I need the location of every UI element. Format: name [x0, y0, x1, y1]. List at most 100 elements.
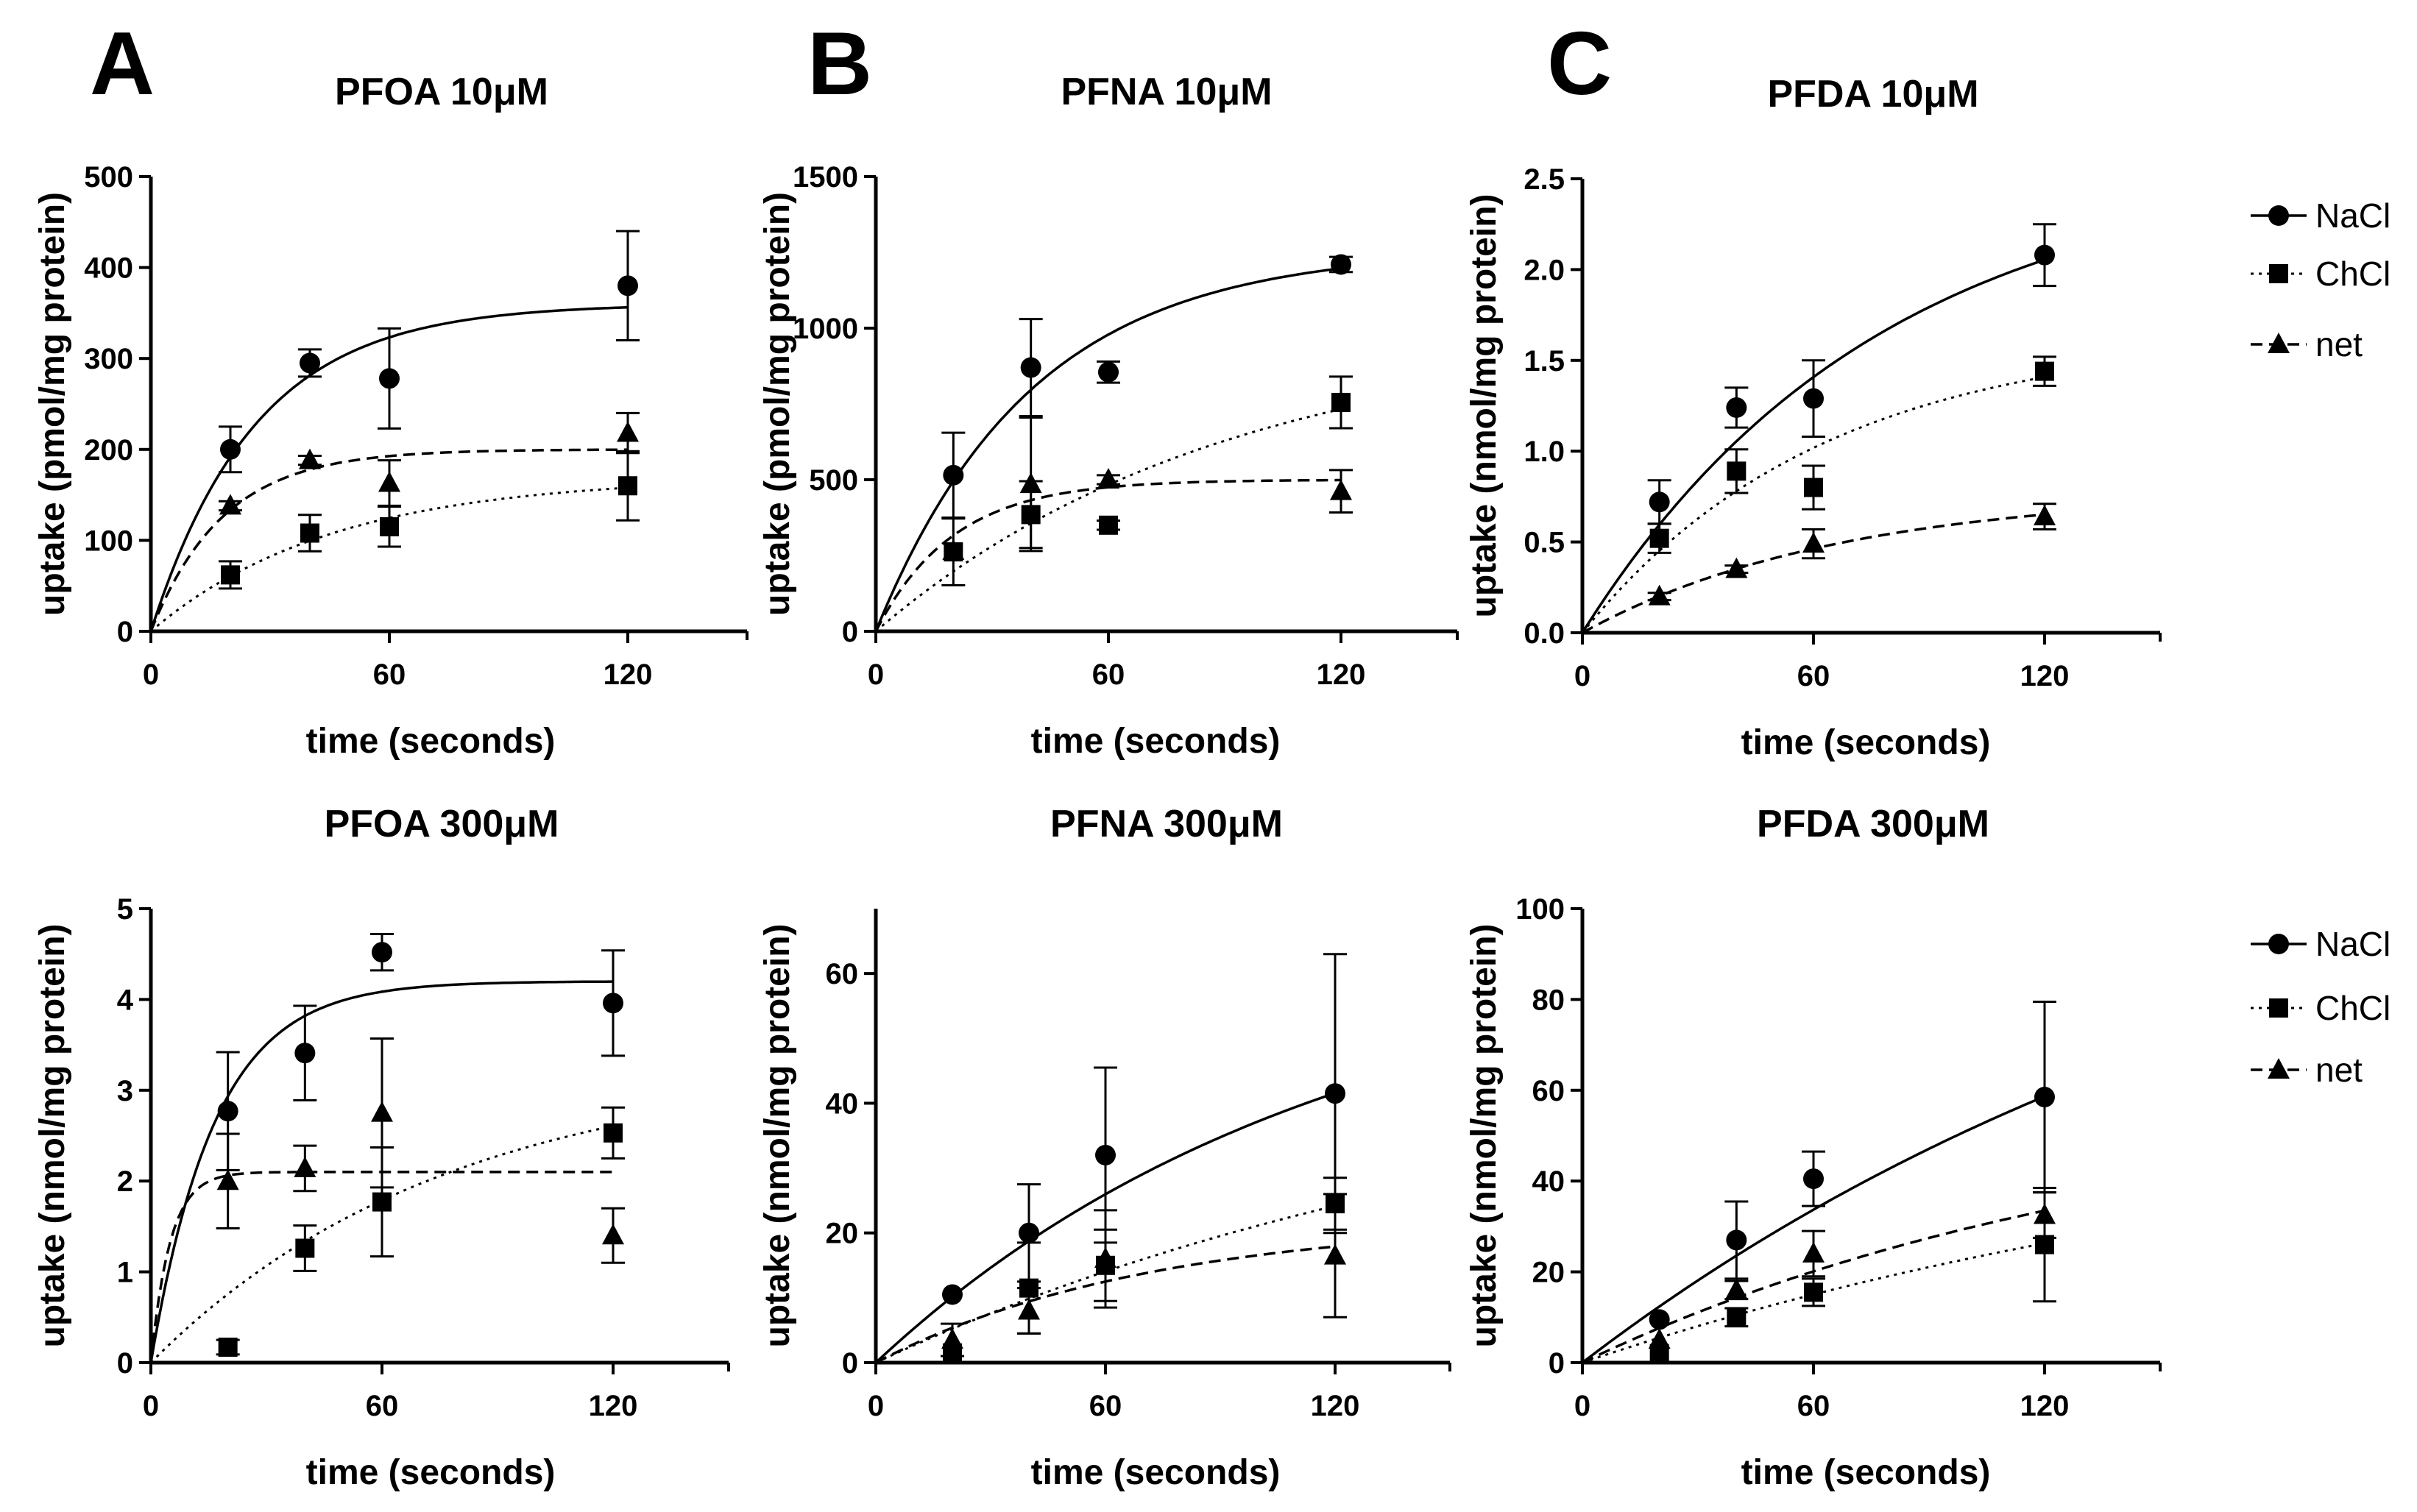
panel-label-b: B: [807, 13, 872, 113]
data-point-chcl: [1649, 528, 1669, 548]
data-point-chcl: [221, 565, 240, 585]
x-axis-label: time (seconds): [306, 722, 556, 761]
x-tick-label: 0: [1574, 1390, 1590, 1422]
y-axis-label: uptake (pmol/mg protein): [33, 192, 72, 616]
data-point-net: [1097, 468, 1119, 489]
y-tick-label: 60: [1532, 1075, 1565, 1107]
chart-title: PFNA 10μM: [1061, 71, 1272, 113]
x-tick-label: 60: [366, 1390, 399, 1422]
chart-title: PFOA 300μM: [325, 803, 559, 845]
data-point-net: [942, 539, 965, 560]
legend-label-nacl: NaCl: [2315, 196, 2391, 235]
fit-curve-nacl: [1581, 258, 2045, 633]
y-tick-label: 1: [117, 1257, 133, 1289]
data-point-nacl: [217, 1101, 238, 1122]
y-tick-label: 4: [117, 984, 134, 1016]
chart-pfoa-300: 0 1 2 3 4 5 0 60 120 PFOA 300μM time (seconds) upta…: [33, 803, 730, 1492]
data-point-net: [378, 471, 400, 492]
x-tick-label: 60: [1797, 660, 1830, 692]
data-point-chcl: [300, 523, 319, 543]
data-point-nacl: [220, 439, 241, 460]
data-point-net: [371, 1101, 393, 1122]
data-point-net: [1019, 472, 1042, 494]
x-tick-label: 120: [1311, 1390, 1360, 1422]
data-point-nacl: [1325, 1083, 1345, 1104]
y-tick-label: 500: [84, 161, 133, 194]
y-tick-label: 1.0: [1524, 436, 1565, 468]
data-point-net: [1725, 557, 1748, 578]
x-axis-label: time (seconds): [1741, 723, 1991, 762]
x-axis-label: time (seconds): [1031, 722, 1281, 761]
chart-title: PFDA 300μM: [1757, 803, 1989, 845]
y-tick-label: 1.5: [1524, 345, 1565, 377]
data-point-net: [1648, 584, 1671, 606]
data-point-nacl: [2034, 244, 2055, 266]
fit-curve-net: [874, 478, 1341, 632]
chart-title: PFOA 10μM: [335, 71, 548, 113]
y-axis-label: uptake (nmol/mg protein): [1465, 194, 1504, 618]
y-axis-label: uptake (nmol/mg protein): [758, 924, 797, 1348]
y-tick-label: 100: [1515, 893, 1565, 926]
data-point-nacl: [1331, 254, 1351, 275]
y-tick-label: 1000: [793, 313, 858, 345]
fit-curve-net: [149, 448, 629, 632]
x-tick-label: 60: [1092, 659, 1125, 691]
legend-label-chcl: ChCl: [2315, 255, 2391, 293]
fit-curve-nacl: [1581, 1095, 2045, 1364]
chart-title: PFDA 10μM: [1767, 73, 1978, 116]
data-point-net: [602, 1224, 624, 1245]
data-point-chcl: [380, 517, 399, 536]
x-tick-label: 120: [604, 659, 653, 691]
y-tick-label: 2: [117, 1165, 133, 1198]
y-axis-label: uptake (nmol/mg protein): [1465, 924, 1504, 1348]
y-axis-label: uptake (pmol/mg protein): [758, 192, 797, 616]
data-point-chcl: [1099, 515, 1118, 535]
data-point-nacl: [617, 275, 638, 297]
data-point-net: [1802, 532, 1825, 553]
x-tick-label: 120: [589, 1390, 638, 1422]
data-point-chcl: [604, 1123, 623, 1143]
legend-top: NaCl ChCl net: [2251, 196, 2391, 363]
data-point-net: [1648, 1328, 1671, 1349]
legend-label-nacl: NaCl: [2315, 925, 2391, 963]
y-tick-label: 100: [84, 525, 133, 557]
data-point-nacl: [942, 1284, 963, 1305]
y-tick-label: 0: [842, 1347, 858, 1380]
y-axis-label: uptake (nmol/mg protein): [33, 924, 72, 1348]
legend-marker-net: [2268, 333, 2290, 353]
y-tick-label: 300: [84, 343, 133, 375]
data-point-nacl: [1095, 1144, 1116, 1165]
data-point-net: [2034, 1203, 2056, 1224]
panel-label-a: A: [90, 13, 155, 113]
data-point-net: [1725, 1278, 1748, 1299]
x-tick-label: 60: [1089, 1390, 1122, 1422]
data-point-nacl: [379, 368, 400, 389]
data-point-nacl: [1019, 1222, 1039, 1243]
chart-pfna-10: 0 500 1000 1500 0 60 120 PFNA 10μM time (seconds…: [758, 71, 1459, 761]
y-tick-label: 80: [1532, 984, 1565, 1016]
y-tick-label: 40: [826, 1087, 859, 1120]
data-point-nacl: [300, 352, 320, 374]
legend-label-net: net: [2315, 1051, 2363, 1089]
legend-marker-nacl: [2268, 205, 2289, 226]
y-tick-label: 60: [826, 958, 859, 990]
x-tick-label: 60: [373, 659, 406, 691]
data-point-chcl: [2035, 361, 2054, 381]
x-axis-label: time (seconds): [1031, 1453, 1281, 1492]
x-tick-label: 120: [2020, 660, 2070, 692]
data-point-nacl: [1803, 388, 1824, 409]
x-tick-label: 0: [143, 1390, 159, 1422]
y-tick-label: 0.5: [1524, 527, 1565, 559]
y-tick-label: 0.0: [1524, 617, 1565, 650]
data-point-nacl: [2034, 1087, 2055, 1108]
data-point-net: [1802, 1241, 1825, 1263]
data-point-chcl: [1804, 478, 1823, 497]
y-tick-label: 2.0: [1524, 254, 1565, 286]
data-point-chcl: [372, 1192, 392, 1212]
data-point-net: [2034, 505, 2056, 526]
data-point-net: [1324, 1243, 1346, 1265]
x-tick-label: 60: [1797, 1390, 1830, 1422]
data-point-net: [216, 1169, 239, 1190]
y-tick-label: 2.5: [1524, 163, 1565, 196]
